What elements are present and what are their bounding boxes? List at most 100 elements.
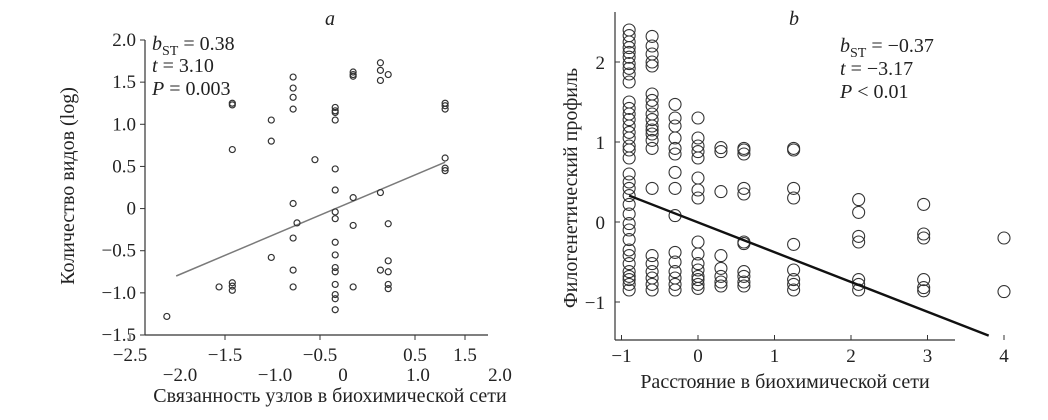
panel-b-point	[997, 231, 1011, 245]
panel-b-point	[645, 39, 659, 53]
panel-a-stat-b: bST = 0.38	[152, 33, 235, 59]
panel-b-point	[622, 217, 636, 231]
panel-a-point	[349, 283, 357, 291]
panel-b-stat-p: P < 0.01	[839, 81, 909, 103]
panel-b-point	[622, 189, 636, 203]
panel-b-y-tick-label: 1	[596, 133, 606, 154]
panel-b-x-tick-label: −1	[611, 346, 631, 367]
panel-a-point	[349, 72, 357, 80]
panel-a-y-tick-label: −0.5	[102, 241, 136, 262]
panel-a-point	[215, 283, 223, 291]
panel-b-point	[917, 197, 931, 211]
panel-b-regression-line	[628, 194, 990, 337]
panel-b-x-tick-label: 1	[770, 346, 780, 367]
panel-b-point	[622, 113, 636, 127]
panel-b-point	[668, 111, 682, 125]
panel-b-point	[691, 151, 705, 165]
panel-b-point	[645, 29, 659, 43]
panel-b-point	[622, 243, 636, 257]
panel-b-point	[737, 147, 751, 161]
panel-a-y-tick-label: 1.0	[112, 114, 136, 135]
panel-a-y-axis-label: Количество видов (log)	[57, 87, 79, 285]
panel-b-point	[622, 175, 636, 189]
panel-a-points	[163, 59, 449, 321]
panel-b-point	[917, 284, 931, 298]
panel-b-y-axis-label: Филогенетический профиль	[560, 68, 582, 308]
panel-a-point	[441, 167, 449, 175]
panel-b-point	[852, 277, 866, 291]
panel-b-point	[645, 123, 659, 137]
panel-a-point	[349, 68, 357, 76]
panel-b-point	[622, 249, 636, 263]
panel-a-label: a	[325, 8, 335, 30]
panel-a-point	[289, 105, 297, 113]
panel-b-point	[691, 281, 705, 295]
panel-b-point	[787, 237, 801, 251]
panel-b-point	[917, 281, 931, 295]
panel-b-point	[917, 227, 931, 241]
panel-a-x-tick-label-upper: −0.5	[303, 345, 337, 366]
panel-a-point	[289, 266, 297, 274]
panel-b-point	[622, 35, 636, 49]
panel-b-point	[668, 165, 682, 179]
panel-a-x-ticks: −2.5 −1.5 −0.5 0.5 1.5 −2.0 −1.0 0 1.0 2.0	[113, 335, 512, 386]
panel-b-point	[668, 97, 682, 111]
panel-a-point	[267, 253, 275, 262]
panel-b-point	[787, 191, 801, 205]
panel-a: a −2.5 −1.5 −0.5 0.5 1.5−2.0 −1.0 0 1.0 2.0 2.01…	[57, 8, 512, 407]
panel-a-stat-p: P = 0.003	[151, 78, 231, 100]
panel-b-point	[691, 277, 705, 291]
panel-b-point	[645, 265, 659, 279]
panel-b-y-tick-label: −1	[585, 293, 605, 314]
panel-a-y-ticks: 2.0 1.5 1.0 0.5 0 −0.5 −1.0 −1.5	[102, 30, 145, 346]
panel-b-point	[622, 167, 636, 181]
panel-a-point	[289, 73, 297, 81]
panel-a-point	[228, 101, 236, 109]
panel-a-point	[289, 93, 297, 101]
panel-b-point	[645, 113, 659, 127]
panel-b-point	[622, 197, 636, 211]
panel-b-point	[622, 283, 636, 297]
panel-a-x-tick-label-lower: 0	[338, 365, 348, 386]
panel-b-point	[645, 141, 659, 155]
panel-a-x-tick-label-upper: 0.5	[403, 345, 427, 366]
panel-a-x-tick-label-upper: 1.5	[453, 345, 477, 366]
panel-b-point	[691, 235, 705, 249]
panel-a-point	[384, 285, 392, 293]
panel-b-point	[668, 277, 682, 291]
panel-b-label: b	[789, 8, 799, 30]
panel-b-x-tick-label: 4	[999, 346, 1009, 367]
panel-a-x-tick-label-lower: −1.0	[258, 365, 292, 386]
panel-a-point	[331, 238, 339, 246]
panel-a-point	[289, 234, 297, 242]
panel-b-point	[622, 125, 636, 139]
panel-a-regression-line	[175, 161, 446, 277]
panel-b-point	[691, 131, 705, 145]
panel-a-point	[331, 280, 339, 289]
panel-b-stat-t: t = −3.17	[840, 58, 913, 80]
panel-b-point	[668, 141, 682, 155]
panel-b-point	[852, 229, 866, 243]
panel-b-point	[714, 185, 728, 199]
panel-a-point	[228, 282, 236, 290]
panel-a-x-tick-label-lower: 1.0	[406, 365, 430, 386]
panel-b-point	[691, 191, 705, 205]
panel-a-point	[376, 188, 385, 197]
panel-b-point	[645, 119, 659, 133]
panel-b-point	[622, 41, 636, 55]
panel-a-point	[331, 108, 339, 117]
panel-a-point	[331, 215, 339, 223]
panel-b-point	[668, 265, 682, 279]
panel-b-point	[852, 205, 866, 219]
panel-a-point	[228, 286, 236, 294]
panel-a-point	[331, 208, 339, 216]
panel-a-point	[331, 116, 339, 124]
panel-b-point	[691, 273, 705, 287]
panel-b-point	[737, 269, 751, 283]
panel-b-point	[622, 45, 636, 59]
panel-a-point	[376, 66, 385, 74]
panel-b-point	[714, 145, 728, 159]
panel-b-point	[668, 181, 682, 195]
panel-a-point	[228, 145, 236, 154]
panel-b-point	[737, 187, 751, 201]
